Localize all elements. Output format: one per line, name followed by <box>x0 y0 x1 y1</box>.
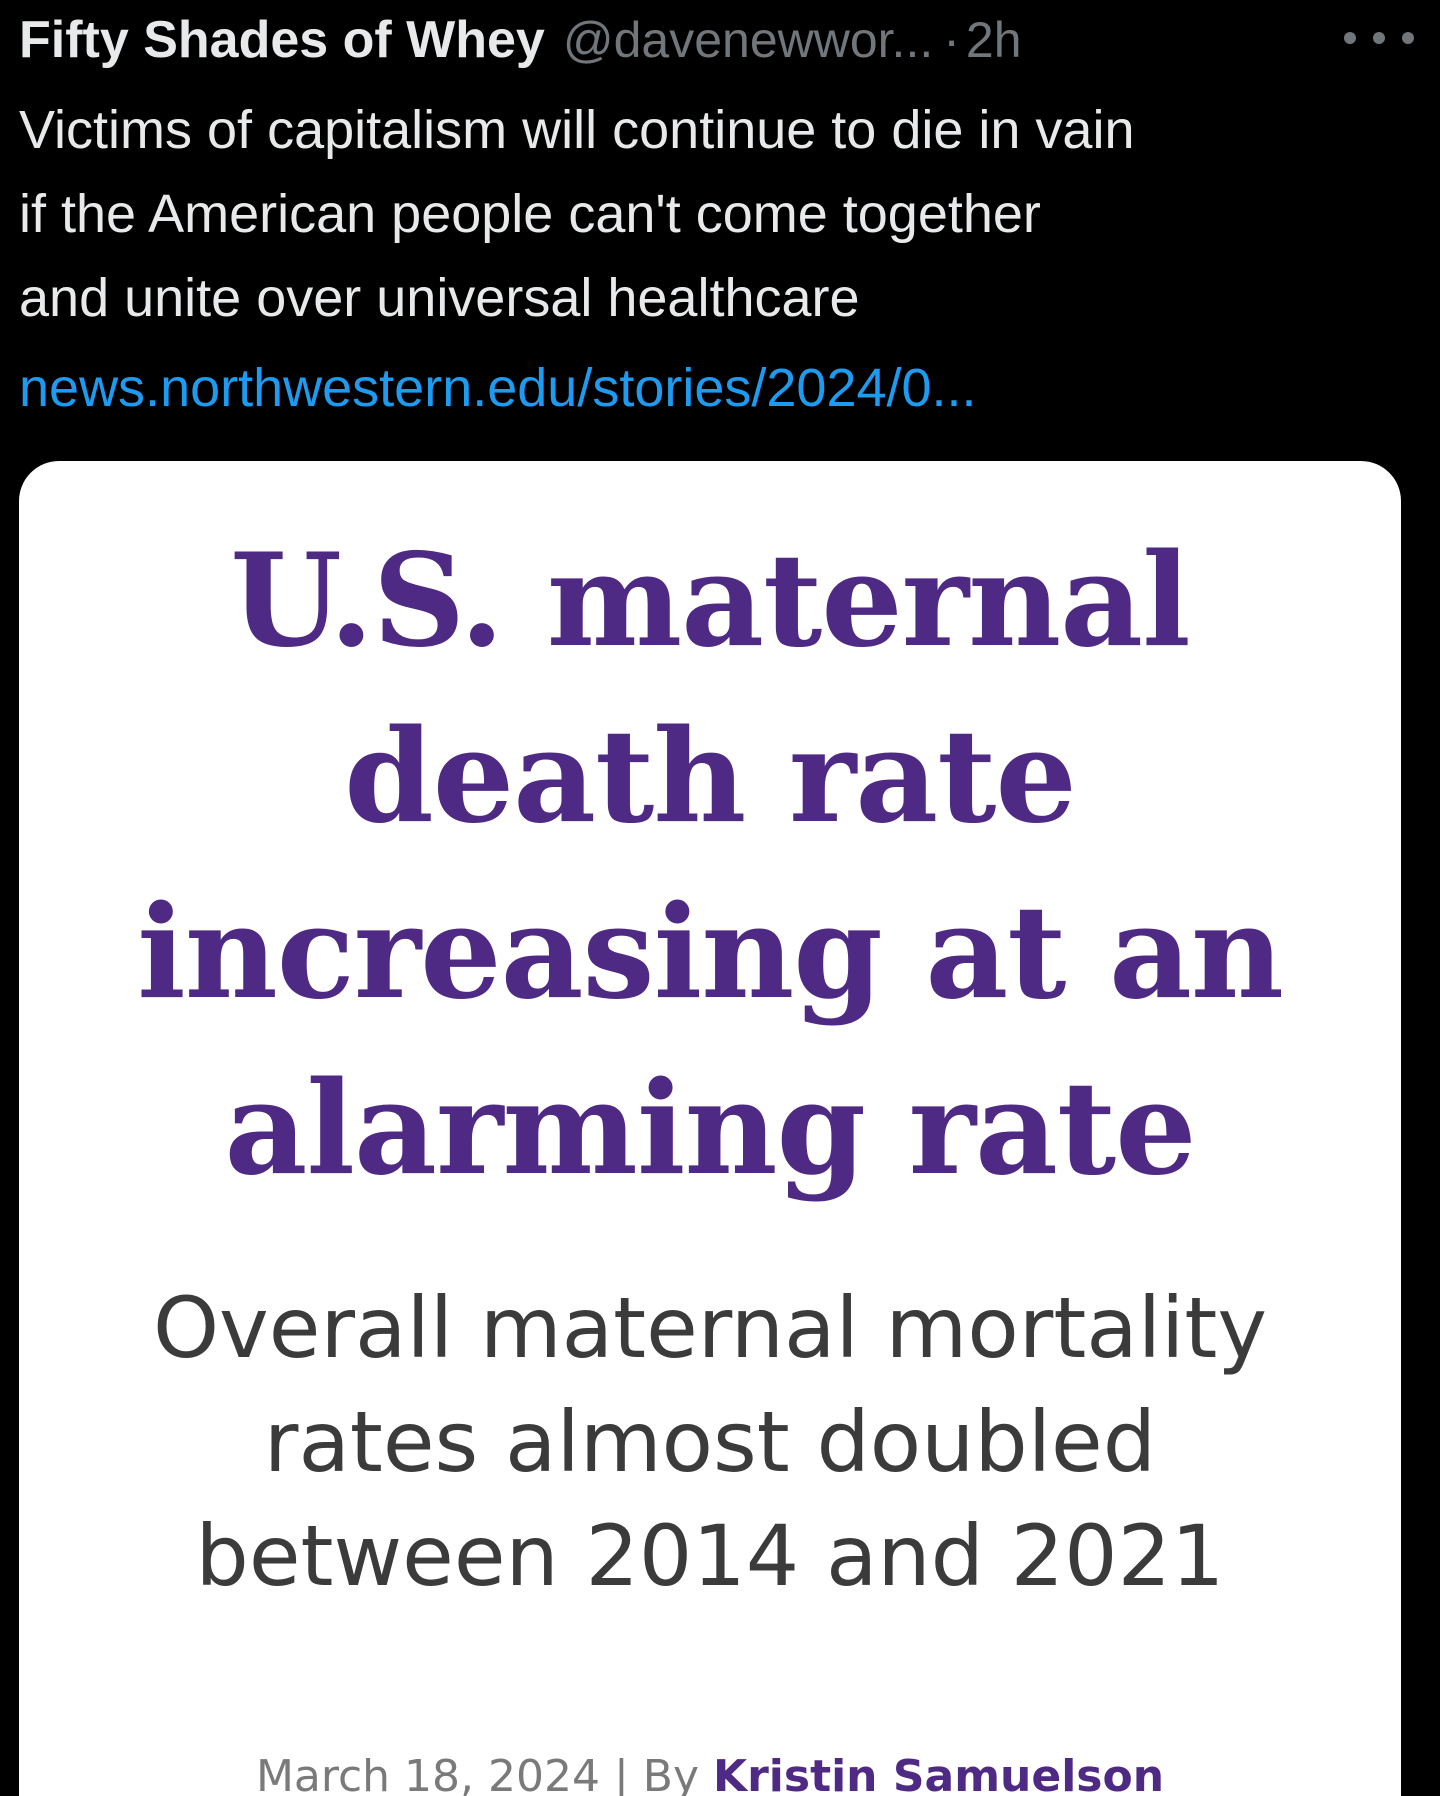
more-horizontal-icon[interactable] <box>1344 24 1414 52</box>
headline-line: increasing at an <box>137 878 1284 1028</box>
card-headline: U.S. maternal death rate increasing at a… <box>19 513 1401 1217</box>
subhead-line: between 2014 and 2021 <box>195 1507 1225 1605</box>
more-dot <box>1344 32 1356 44</box>
card-subheadline: Overall maternal mortality rates almost … <box>19 1271 1401 1613</box>
tweet-text-line: and unite over universal healthcare <box>19 268 860 328</box>
headline-line: death rate <box>344 702 1077 852</box>
subhead-line: Overall maternal mortality <box>152 1279 1268 1377</box>
byline-date: March 18, 2024 | By <box>255 1751 713 1796</box>
tweet-text-line: if the American people can't come togeth… <box>19 184 1041 244</box>
headline-line: U.S. maternal <box>230 526 1190 676</box>
subhead-line: rates almost doubled <box>263 1393 1157 1491</box>
tweet-text: Victims of capitalism will continue to d… <box>19 88 1419 340</box>
tweet-timestamp[interactable]: 2h <box>965 12 1022 68</box>
author-link[interactable]: Kristin Samuelson <box>713 1751 1165 1796</box>
tweet-text-line: Victims of capitalism will continue to d… <box>19 100 1135 160</box>
header-separator: · <box>943 12 960 68</box>
display-name[interactable]: Fifty Shades of Whey <box>19 11 545 69</box>
headline-line: alarming rate <box>224 1054 1196 1204</box>
user-handle[interactable]: @davenewwor... <box>562 12 934 68</box>
more-dot <box>1373 32 1385 44</box>
card-byline: March 18, 2024 | By Kristin Samuelson <box>19 1751 1401 1796</box>
tweet-header: Fifty Shades of Whey @davenewwor... · 2h <box>19 4 1429 76</box>
more-dot <box>1402 32 1414 44</box>
link-preview-card[interactable]: U.S. maternal death rate increasing at a… <box>19 461 1401 1796</box>
tweet-link[interactable]: news.northwestern.edu/stories/2024/0... <box>19 358 977 418</box>
